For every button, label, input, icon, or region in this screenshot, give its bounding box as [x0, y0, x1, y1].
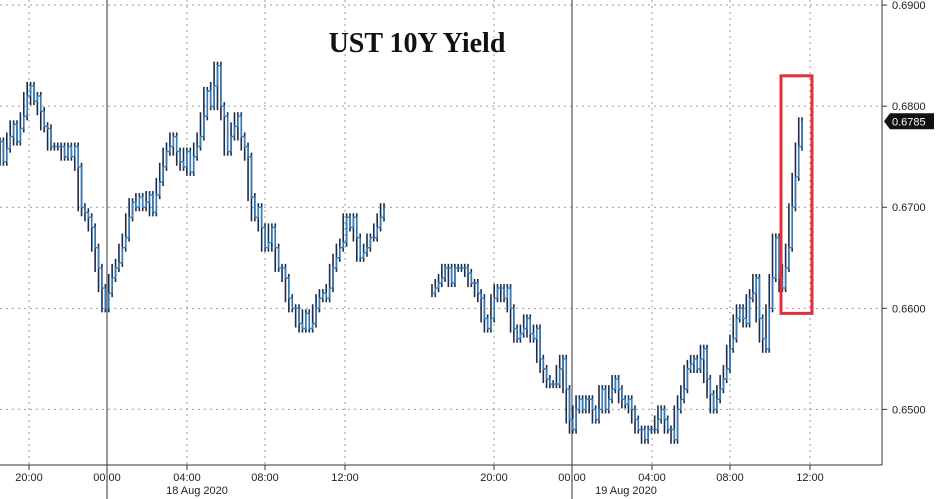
x-axis-ticks: 20:00 00:00 04:00 08:00 12:00 20:00 00:00 04:00… — [15, 465, 824, 484]
x-tick-label: 08:00 — [251, 472, 279, 484]
x-tick-label: 20:00 — [15, 472, 43, 484]
last-value-marker: 0.6785 — [884, 113, 934, 130]
y-tick-label: 0.6700 — [892, 202, 926, 214]
y-tick-label: 0.6500 — [892, 404, 926, 416]
last-value-box — [884, 113, 934, 130]
date-label-19-aug: 19 Aug 2020 — [595, 485, 657, 497]
chart-title: UST 10Y Yield — [329, 28, 506, 59]
x-tick-label: 08:00 — [716, 472, 744, 484]
x-tick-label: 04:00 — [638, 472, 666, 484]
x-tick-label: 12:00 — [331, 472, 359, 484]
series-line-19-aug — [432, 121, 803, 441]
y-tick-label: 0.6600 — [892, 303, 926, 315]
x-tick-label: 12:00 — [796, 472, 824, 484]
x-tick-label: 00:00 — [558, 472, 586, 484]
y-tick-label: 0.6800 — [892, 101, 926, 113]
last-value-label: 0.6785 — [892, 116, 926, 128]
y-tick-label: 0.6900 — [892, 0, 926, 12]
gridlines — [0, 0, 882, 465]
date-label-18-aug: 18 Aug 2020 — [166, 485, 228, 497]
x-tick-label: 00:00 — [93, 472, 121, 484]
highlight-box — [779, 74, 814, 315]
x-tick-label: 20:00 — [480, 472, 508, 484]
x-tick-label: 04:00 — [173, 472, 201, 484]
yield-series — [0, 61, 803, 444]
y-axis-ticks: 0.6900 0.6800 0.6700 0.6600 0.6500 — [882, 0, 926, 416]
series-line-18-aug — [0, 65, 385, 330]
